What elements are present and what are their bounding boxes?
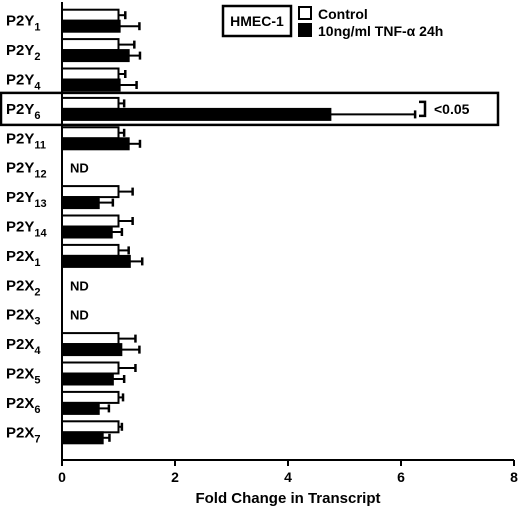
bar-s1-2 [61, 78, 121, 92]
error-bars-layer [98, 11, 417, 442]
category-label-3: P2Y6 [6, 101, 40, 122]
legend-label-0: Control [318, 6, 368, 22]
annotations-layer: ND ND ND <0.05 [70, 100, 470, 323]
bar-s0-4 [61, 126, 120, 140]
x-tick-label-1: 2 [171, 469, 179, 485]
legend-swatch-1 [298, 23, 312, 37]
category-label-14: P2X7 [6, 424, 40, 445]
bar-s1-6 [61, 196, 100, 210]
x-axis: 0 2 4 6 8 Fold Change in Transcript [58, 2, 518, 507]
bar-s1-3 [61, 107, 332, 121]
nd-label-1: ND [70, 278, 89, 293]
category-label-12: P2X5 [6, 366, 40, 387]
bar-s0-1 [61, 38, 120, 52]
legend-swatch-0 [298, 6, 312, 20]
category-label-6: P2Y13 [6, 189, 47, 210]
bar-s0-8 [61, 243, 120, 257]
bar-s1-13 [61, 401, 100, 415]
nd-label-2: ND [70, 308, 89, 323]
bar-s0-0 [61, 8, 120, 22]
bar-s0-12 [61, 361, 120, 375]
legend-title-box [221, 4, 293, 38]
bar-s0-7 [61, 214, 120, 228]
legend-title: HMEC-1 [230, 13, 284, 29]
category-label-11: P2X4 [6, 336, 41, 357]
category-label-5: P2Y12 [6, 160, 47, 181]
bar-s1-4 [61, 137, 130, 151]
bar-s0-3 [61, 96, 120, 110]
category-label-4: P2Y11 [6, 130, 46, 151]
x-tick-label-2: 4 [284, 469, 292, 485]
category-label-9: P2X2 [6, 277, 40, 298]
bar-s1-14 [61, 431, 104, 445]
category-label-13: P2X6 [6, 395, 40, 416]
category-label-8: P2X1 [6, 248, 40, 269]
nd-label-0: ND [70, 161, 89, 176]
bar-s0-6 [61, 185, 120, 199]
bar-s1-8 [61, 254, 131, 268]
category-label-1: P2Y2 [6, 42, 40, 63]
bar-s1-7 [61, 225, 113, 239]
highlight-box-0 [0, 91, 500, 127]
bar-s0-13 [61, 390, 120, 404]
bar-s1-0 [61, 19, 121, 33]
legend-label-1: 10ng/ml TNF-α 24h [318, 23, 443, 39]
bar-s0-14 [61, 420, 120, 434]
category-label-10: P2X3 [6, 307, 40, 328]
x-axis-title: Fold Change in Transcript [195, 490, 380, 507]
category-label-7: P2Y14 [6, 219, 47, 240]
x-tick-label-0: 0 [58, 469, 66, 485]
significance-label-0: <0.05 [434, 101, 470, 117]
category-label-2: P2Y4 [6, 72, 41, 93]
bar-s0-2 [61, 67, 120, 81]
bar-s1-12 [61, 372, 114, 386]
x-tick-label-3: 6 [397, 469, 405, 485]
significance-bracket-0 [419, 100, 427, 118]
highlight-layer [0, 91, 500, 127]
x-tick-label-4: 8 [510, 469, 518, 485]
category-label-0: P2Y1 [6, 13, 40, 34]
bar-s1-11 [61, 343, 123, 357]
bar-s0-11 [61, 332, 120, 346]
bar-s1-1 [61, 49, 130, 63]
bars-layer [61, 8, 332, 445]
category-labels-layer: P2Y1 P2Y2 P2Y4 P2Y6 P2Y11 P2Y12 P2Y13 P2Y14 P2X1… [6, 13, 47, 446]
